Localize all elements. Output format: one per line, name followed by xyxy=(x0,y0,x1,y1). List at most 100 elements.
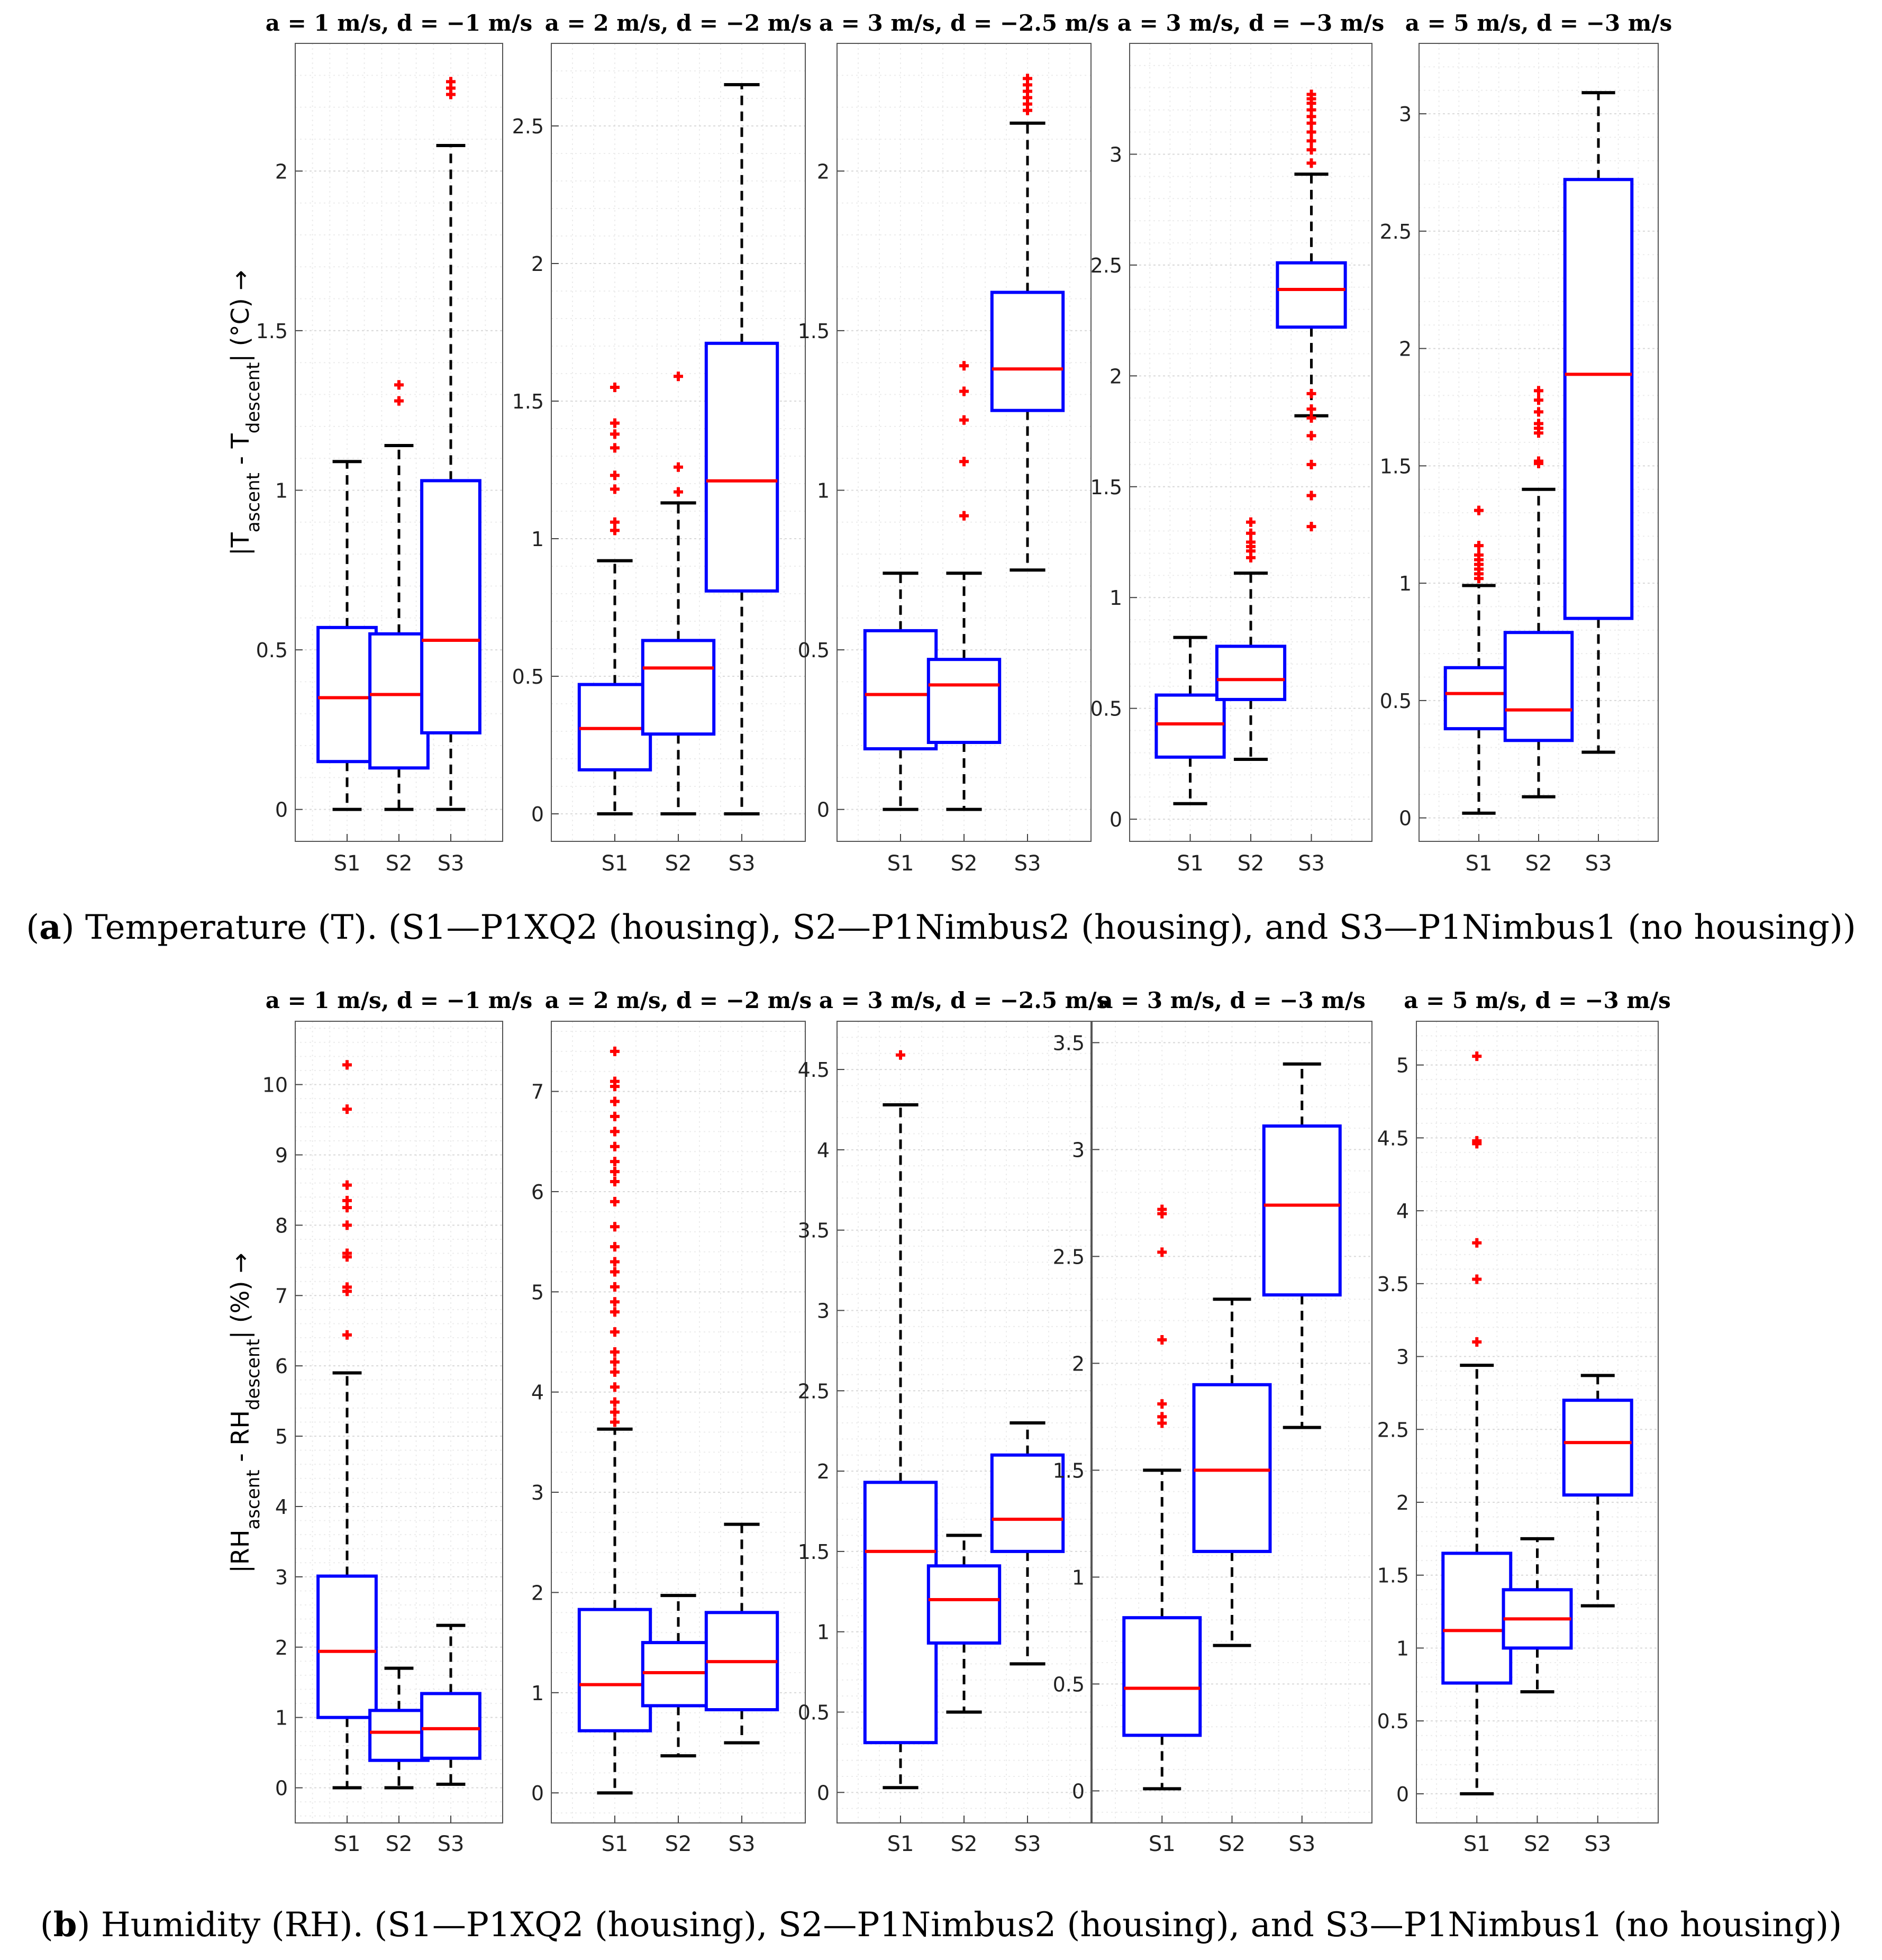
outlier-point xyxy=(1306,158,1316,168)
y-tick-label: 1 xyxy=(1396,1637,1409,1660)
outlier-point xyxy=(610,443,620,453)
y-tick-label: 4 xyxy=(1396,1200,1409,1223)
x-tick-label: S1 xyxy=(602,851,629,876)
outlier-point xyxy=(1157,1247,1167,1257)
y-tick-label: 3 xyxy=(275,1566,288,1589)
y-tick-label: 1 xyxy=(1110,586,1122,610)
y-tick-label: 3.5 xyxy=(798,1219,830,1242)
x-tick-label: S3 xyxy=(1288,1832,1315,1856)
x-tick-label: S2 xyxy=(665,851,692,876)
y-axis-label: |RHascent - RHdescent| (%) → xyxy=(226,1253,264,1573)
iqr-box xyxy=(1441,1551,1513,1685)
y-tick-label: 2 xyxy=(1110,365,1122,388)
iqr-box xyxy=(1192,1383,1272,1553)
y-tick-label: 2.5 xyxy=(1380,220,1412,243)
outlier-point xyxy=(1306,127,1316,137)
caption-a: (a) Temperature (T). (S1—P1XQ2 (housing)… xyxy=(26,908,1856,947)
y-tick-label: 4.5 xyxy=(798,1058,830,1082)
y-tick-label: 5 xyxy=(275,1425,288,1448)
box-S1: S1 xyxy=(1154,636,1226,876)
y-tick-label: 1.5 xyxy=(1377,1564,1409,1587)
outlier-point xyxy=(1246,537,1256,547)
y-tick-label: 2 xyxy=(1396,1491,1409,1514)
box-S3: S3 xyxy=(420,1623,481,1856)
outlier-point xyxy=(342,1248,352,1258)
outlier-point xyxy=(342,1104,352,1114)
x-tick-label: S1 xyxy=(1177,851,1204,876)
outlier-point xyxy=(1306,431,1316,441)
outlier-point xyxy=(610,1282,620,1292)
y-tick-label: 1 xyxy=(817,479,830,502)
y-tick-label: 3 xyxy=(531,1481,544,1504)
outlier-point xyxy=(1246,528,1256,538)
x-tick-label: S3 xyxy=(1014,1832,1041,1856)
box-S1: S1 xyxy=(1443,505,1514,876)
caption-a-text: ) Temperature (T). (S1—P1XQ2 (housing), … xyxy=(61,908,1856,947)
y-tick-label: 0.5 xyxy=(1380,689,1412,713)
x-tick-label: S2 xyxy=(665,1832,692,1856)
y-tick-label: 0.5 xyxy=(798,1701,830,1725)
y-tick-label: 2 xyxy=(1072,1352,1085,1375)
y-axis-label-part: - RH xyxy=(226,1410,254,1469)
y-tick-label: 1 xyxy=(817,1621,830,1644)
y-tick-label: 3 xyxy=(817,1299,830,1322)
x-tick-label: S2 xyxy=(386,851,413,876)
box-S1: S1 xyxy=(577,1046,652,1856)
y-tick-label: 2 xyxy=(817,160,830,183)
panel-title: a = 1 m/s, d = −1 m/s xyxy=(266,987,532,1013)
y-tick-label: 1.5 xyxy=(798,320,830,343)
y-tick-label: 1 xyxy=(531,528,544,551)
outlier-point xyxy=(1306,89,1316,99)
y-axis-label-part: |T xyxy=(226,532,255,555)
outlier-point xyxy=(342,1060,352,1070)
y-tick-label: 0.5 xyxy=(256,639,288,662)
y-tick-label: 0.5 xyxy=(798,639,830,662)
y-tick-label: 1.5 xyxy=(1090,476,1122,499)
panel-b-3: 0 0.5 1 1.5 2 2.5 3 3.5 4 4.5 a = 3 m/s, d = −2.5 … xyxy=(798,987,1110,1856)
iqr-box xyxy=(1122,1616,1202,1737)
outlier-point xyxy=(610,1111,620,1121)
outlier-point xyxy=(610,1141,620,1151)
box-S2: S2 xyxy=(368,380,430,876)
y-axis-label-part: descent xyxy=(243,1339,264,1410)
outlier-point xyxy=(1534,395,1543,405)
outlier-point xyxy=(674,487,683,497)
box-S2: S2 xyxy=(926,361,1002,876)
iqr-box xyxy=(368,1709,430,1762)
outlier-point xyxy=(1023,74,1032,84)
panel-a-5: 0 0.5 1 1.5 2 2.5 3 a = 5 m/s, d = −3 m/s S1 S2 S3 xyxy=(1380,10,1672,876)
outlier-point xyxy=(1534,386,1543,396)
outlier-point xyxy=(1306,413,1316,423)
iqr-box xyxy=(368,632,430,770)
outlier-point xyxy=(610,1417,620,1427)
x-tick-label: S1 xyxy=(1466,851,1493,876)
outlier-point xyxy=(394,380,404,390)
outlier-point xyxy=(1306,388,1316,398)
x-tick-label: S3 xyxy=(729,1832,756,1856)
x-tick-label: S2 xyxy=(951,851,978,876)
x-tick-label: S3 xyxy=(438,851,465,876)
outlier-point xyxy=(1474,550,1484,560)
outlier-point xyxy=(610,429,620,439)
iqr-box xyxy=(420,1692,481,1760)
outlier-point xyxy=(610,525,620,536)
panel-title: a = 5 m/s, d = −3 m/s xyxy=(1405,10,1672,36)
outlier-point xyxy=(610,1347,620,1357)
outlier-point xyxy=(674,371,683,382)
panel-title: a = 3 m/s, d = −2.5 m/s xyxy=(819,10,1109,36)
x-tick-label: S1 xyxy=(1463,1832,1490,1856)
panel-a-1: 0 0.5 1 1.5 2 a = 1 m/s, d = −1 m/s S1 S2 S3 xyxy=(256,10,533,876)
outlier-point xyxy=(1306,145,1316,155)
iqr-box xyxy=(990,291,1065,412)
y-axis-label-part: descent xyxy=(243,362,264,433)
outlier-point xyxy=(1157,1204,1167,1214)
x-tick-label: S3 xyxy=(438,1832,465,1856)
outlier-point xyxy=(1472,1136,1482,1146)
outlier-point xyxy=(1534,419,1543,429)
iqr-box xyxy=(863,1481,938,1745)
panel-a-4: 0 0.5 1 1.5 2 2.5 3 a = 3 m/s, d = −3 m/s S1 S2 S3 xyxy=(1090,10,1385,876)
y-tick-label: 1 xyxy=(1399,572,1412,595)
y-tick-label: 3 xyxy=(1399,103,1412,126)
outlier-point xyxy=(610,1242,620,1252)
